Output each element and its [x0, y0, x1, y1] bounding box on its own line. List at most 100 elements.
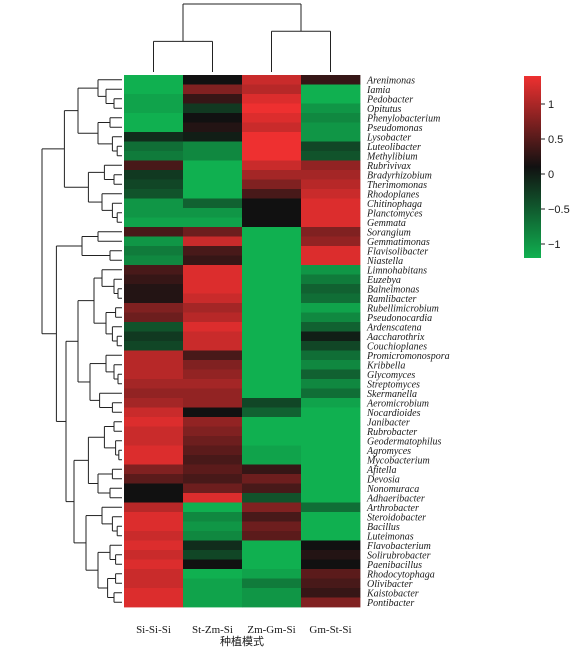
- heatmap-cell: [183, 293, 243, 304]
- heatmap-cell: [301, 236, 361, 247]
- heatmap-cell: [242, 540, 302, 551]
- heatmap-cell: [242, 312, 302, 323]
- heatmap-cell: [301, 597, 361, 608]
- heatmap-cell: [242, 464, 302, 475]
- heatmap-cell: [301, 312, 361, 323]
- row-label: Gemmata: [367, 218, 406, 229]
- heatmap-cell: [124, 398, 184, 408]
- heatmap-cell: [183, 388, 243, 399]
- row-label: Rubrivivax: [366, 161, 411, 172]
- row-label: Afitella: [366, 465, 396, 476]
- heatmap-cell: [301, 360, 361, 370]
- heatmap-cell: [124, 179, 184, 190]
- heatmap-cell: [242, 474, 302, 484]
- row-label: Planctomyces: [366, 208, 423, 219]
- heatmap-cell: [242, 559, 302, 570]
- heatmap-cell: [301, 103, 361, 114]
- heatmap-cell: [124, 284, 184, 294]
- heatmap-cell: [242, 341, 302, 351]
- heatmap-cell: [301, 179, 361, 190]
- row-label: Olivibacter: [367, 579, 413, 590]
- heatmap-cell: [124, 521, 184, 532]
- heatmap-cell: [242, 236, 302, 247]
- heatmap-cell: [242, 588, 302, 598]
- heatmap-cell: [242, 160, 302, 171]
- heatmap-cell: [124, 597, 184, 608]
- heatmap-cell: [301, 322, 361, 332]
- heatmap-cell: [301, 113, 361, 123]
- heatmap-cell: [301, 588, 361, 598]
- heatmap-cell: [124, 160, 184, 171]
- row-label: Balneimonas: [367, 284, 419, 295]
- row-label: Flavisolibacter: [366, 246, 428, 257]
- heatmap-cell: [242, 369, 302, 380]
- heatmap-cell: [242, 94, 302, 104]
- row-label: Ardenscatena: [366, 322, 422, 333]
- heatmap-cell: [242, 265, 302, 275]
- heatmap-cell: [183, 464, 243, 475]
- heatmap-cell: [183, 151, 243, 161]
- x-axis-title: 种植模式: [220, 634, 264, 648]
- heatmap-cell: [301, 569, 361, 579]
- row-dendrogram: [41, 79, 122, 603]
- heatmap-cell: [124, 502, 184, 513]
- heatmap-cell: [301, 436, 361, 446]
- heatmap-cell: [301, 160, 361, 171]
- heatmap-cell: [183, 227, 243, 237]
- heatmap-cell: [183, 198, 243, 209]
- heatmap-cell: [183, 84, 243, 95]
- heatmap-cell: [301, 94, 361, 104]
- heatmap-cell: [183, 113, 243, 123]
- row-label: Opitutus: [367, 104, 402, 115]
- row-labels: ArenimonasIamiaPedobacterOpitutusPhenylo…: [366, 75, 450, 609]
- row-label: Rhodoplanes: [366, 189, 419, 200]
- heatmap-cell: [301, 559, 361, 570]
- heatmap-cell: [301, 512, 361, 522]
- row-label: Pseudomonas: [366, 123, 423, 134]
- heatmap-cell: [301, 284, 361, 294]
- heatmap-cell: [242, 483, 302, 494]
- row-label: Devosia: [366, 474, 400, 485]
- heatmap-cell: [301, 388, 361, 399]
- heatmap-cell: [242, 189, 302, 199]
- row-label: Kribbella: [366, 360, 405, 371]
- heatmap-cell: [301, 407, 361, 418]
- row-label: Sorangium: [367, 227, 411, 238]
- heatmap-cell: [242, 208, 302, 218]
- heatmap-cell: [124, 559, 184, 570]
- heatmap-cell: [124, 236, 184, 247]
- heatmap-cell: [124, 103, 184, 114]
- heatmap-cell: [301, 122, 361, 133]
- heatmap-cell: [183, 521, 243, 532]
- heatmap-cell: [183, 141, 243, 152]
- colorbar-ticks: 1 0.5 0 −0.5 −1: [541, 99, 570, 251]
- heatmap-cell: [242, 597, 302, 608]
- row-label: Gemmatimonas: [367, 237, 430, 248]
- heatmap-cell: [242, 550, 302, 560]
- heatmap-cell: [242, 103, 302, 114]
- row-label: Methylibium: [366, 151, 418, 162]
- heatmap-cell: [124, 407, 184, 418]
- column-dendrogram: [153, 3, 331, 72]
- heatmap-cell: [301, 483, 361, 494]
- heatmap-cell: [242, 113, 302, 123]
- heatmap-cell: [301, 464, 361, 475]
- heatmap-cell: [183, 569, 243, 579]
- heatmap-cell: [124, 208, 184, 218]
- heatmap-cell: [301, 274, 361, 285]
- heatmap-cell: [183, 369, 243, 380]
- heatmap-cell: [242, 198, 302, 209]
- heatmap-cell: [124, 94, 184, 104]
- heatmap-cell: [124, 217, 184, 228]
- heatmap-cell: [183, 236, 243, 247]
- heatmap-cell: [242, 578, 302, 589]
- heatmap-cell: [242, 388, 302, 399]
- heatmap-cell: [242, 360, 302, 370]
- heatmap-cell: [183, 341, 243, 351]
- row-label: Arenimonas: [366, 75, 415, 86]
- heatmap-cell: [301, 550, 361, 560]
- row-label: Steroidobacter: [367, 512, 426, 523]
- heatmap-cell: [242, 493, 302, 503]
- row-label: Kaistobacter: [366, 588, 419, 599]
